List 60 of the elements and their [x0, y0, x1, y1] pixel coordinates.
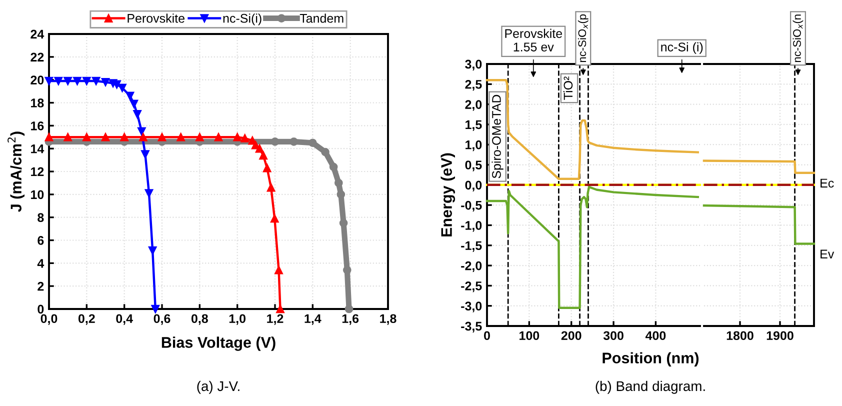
- y-tick-label: 20: [30, 76, 44, 84]
- y-tick-label: 0,5: [465, 160, 482, 172]
- x-tick-label: 1900: [766, 331, 794, 340]
- y-tick-label: -1,0: [461, 221, 482, 232]
- y-tick-label: 3,0: [465, 60, 482, 70]
- x-tick-label: 1,0: [229, 314, 246, 325]
- x-tick-label: 1,4: [304, 314, 322, 325]
- y-tick-label: -3,0: [461, 302, 482, 312]
- x-tick-label: 1800: [726, 331, 754, 340]
- text: (b) Band diagram.: [596, 380, 705, 394]
- x-tick-label: 0,2: [78, 314, 95, 325]
- text: nc-SiO$_{x}$(p: [578, 14, 588, 62]
- y-tick-label: 2,0: [465, 100, 482, 111]
- legend-label: nc-Si(i): [223, 14, 262, 26]
- y-tick-label: 8: [38, 213, 44, 222]
- x-tick-label: 1,8: [380, 314, 396, 325]
- series-label: Ev: [820, 250, 834, 258]
- legend-label: Perovskite: [128, 14, 184, 23]
- x-tick-label: 100: [520, 331, 540, 340]
- series-label: Ec: [820, 178, 834, 188]
- y-tick-label: 12: [31, 167, 44, 176]
- legend-label: Tandem: [300, 14, 344, 23]
- x-tick-label: 0,4: [116, 314, 133, 325]
- text: nc-SiO$_{x}$(n: [792, 14, 804, 62]
- x-tick-label: 0,8: [191, 314, 208, 325]
- y-axis-title: Energy (eV): [440, 153, 456, 236]
- x-axis-title: Bias Voltage (V): [162, 336, 276, 351]
- y-tick-label: 4: [37, 259, 44, 268]
- y-tick-label: 22: [30, 52, 44, 62]
- y-tick-label: 18: [31, 98, 44, 108]
- annotation: Spiro-OMeTAD: [492, 94, 504, 178]
- y-tick-label: -2,0: [461, 261, 482, 272]
- y-tick-label: -1,5: [461, 241, 482, 252]
- text: Perovskite 1.55 ev: [505, 28, 562, 52]
- x-tick-label: 1,6: [342, 314, 359, 325]
- y-tick-label: 14: [31, 144, 44, 154]
- y-tick-label: 2,5: [465, 80, 482, 91]
- y-tick-label: 24: [30, 30, 44, 39]
- text: (a) J-V.: [197, 380, 240, 394]
- y-tick-label: 0,0: [465, 180, 482, 192]
- y-tick-label: 2: [38, 282, 44, 291]
- y-tick-label: 16: [31, 121, 44, 130]
- y-tick-label: 0: [38, 304, 44, 314]
- x-axis-title: Position (nm): [602, 352, 699, 366]
- y-tick-label: -0,5: [461, 200, 482, 212]
- annotation: TiO²: [563, 76, 573, 100]
- y-tick-label: -3,5: [461, 322, 482, 332]
- x-tick-label: 400: [645, 331, 666, 340]
- x-tick-label: 1,2: [267, 314, 284, 325]
- y-tick-label: 6: [38, 236, 44, 245]
- x-tick-label: 0: [484, 331, 490, 340]
- x-tick-label: 0,6: [154, 314, 170, 325]
- y-tick-label: -2,5: [461, 281, 482, 292]
- x-tick-label: 200: [561, 331, 582, 340]
- y-tick-label: 1,0: [466, 140, 482, 152]
- y-tick-label: 1,5: [466, 120, 482, 131]
- x-tick-label: 300: [603, 331, 624, 340]
- text: nc-Si (i): [661, 42, 703, 54]
- y-axis-title: J (mA/cm$^{2}$): [8, 132, 25, 212]
- y-tick-label: 10: [31, 190, 44, 200]
